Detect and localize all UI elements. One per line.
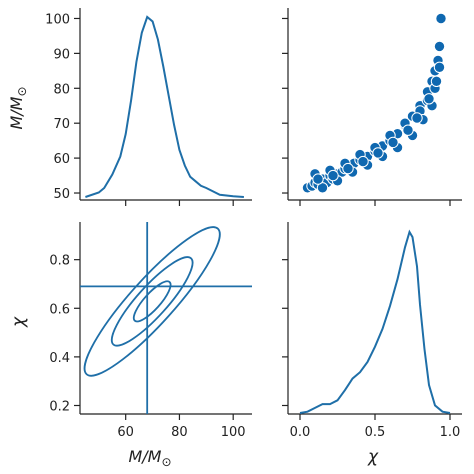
scatter-point [433,40,446,53]
mass-kde-ytick-label: 60 [53,152,70,167]
scatter-point [316,182,329,194]
contour-ytick-label: 0.8 [49,254,70,269]
scatter-point [357,155,369,168]
x-axis-label-spin: χ [367,447,379,467]
mass-spin-scatter-panel [282,8,462,206]
mass-kde-ytick-label: 100 [45,12,70,27]
scatter-point [423,93,435,105]
contour-level-2 [110,256,194,347]
y-axis-label-mass-sun: ⊙ [15,86,29,96]
spin-kde-xtick-label: 0.5 [365,425,386,440]
y-axis-label-mass: M/M⊙ [7,86,29,129]
mass-kde-ytick-label: 50 [53,187,70,202]
mass-kde-line [85,15,244,198]
y-axis-label-mass-text: M/M [7,96,26,129]
scatter-point [387,136,399,149]
scatter-point [435,12,447,25]
mass-kde-ytick-label: 70 [53,117,70,132]
scatter-point [411,112,423,124]
contour-xtick-label: 60 [117,425,134,440]
scatter-point [312,173,324,185]
spin-kde-xtick-label: 0.0 [290,425,311,440]
contour-ytick-label: 0.6 [49,302,70,317]
contour-xtick-label: 100 [221,425,246,440]
x-axis-label-mass: M/M⊙ [128,447,171,469]
scatter-point [342,162,354,175]
spin-kde-xtick-label: 1.0 [440,425,461,440]
spin-mass-contour-panel: 0.2 0.4 0.6 0.8 60 80 100 [49,222,252,440]
scatter-point [402,124,414,136]
scatter-point [433,61,446,74]
scatter-point [327,169,339,182]
mass-kde-ytick-label: 90 [53,47,70,62]
contour-level-1 [132,280,172,323]
mass-kde-ytick-label: 80 [53,82,70,97]
x-axis-label-mass-sun: ⊙ [161,455,171,469]
y-axis-label-spin: χ [9,316,29,328]
contour-ytick-label: 0.4 [49,351,70,366]
contour-level-3 [83,226,221,377]
spin-kde-panel: 0.0 0.5 1.0 [282,222,462,440]
contour-xtick-label: 80 [171,425,188,440]
scatter-point [430,75,443,88]
mass-kde-panel: 50 60 70 80 90 100 [45,8,252,206]
scatter-point [372,147,384,159]
spin-kde-line [299,229,451,414]
contour-ytick-label: 0.2 [49,399,70,414]
x-axis-label-mass-text: M/M [128,447,161,466]
